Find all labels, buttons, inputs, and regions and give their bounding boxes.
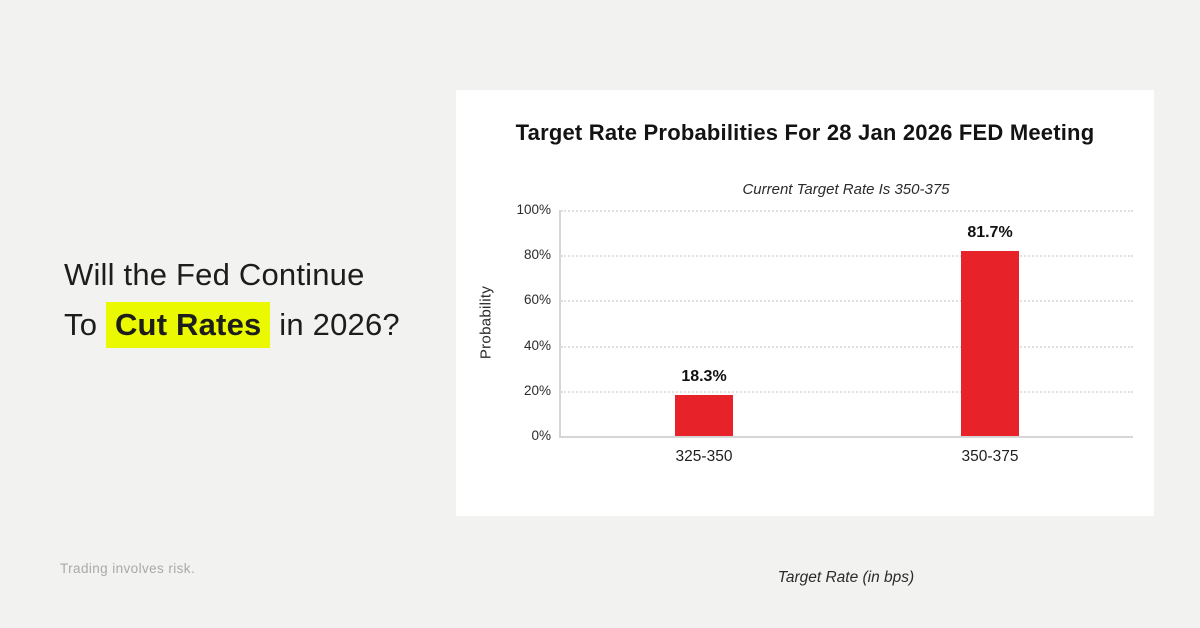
bar-slot-350-375: 81.7% 350-375 xyxy=(961,210,1019,465)
chart-title: Target Rate Probabilities For 28 Jan 202… xyxy=(515,120,1095,145)
y-tick-label: 0% xyxy=(531,428,551,444)
y-axis-label: Probability xyxy=(477,285,495,360)
gridline-60 xyxy=(561,300,1133,303)
headline: Will the Fed Continue To Cut Rates in 20… xyxy=(64,250,400,350)
plot-area: 0% 20% 40% 60% 80% 100% 18.3% 325-350 81.7% 350-3… xyxy=(516,202,1133,465)
x-axis-label: Target Rate (in bps) xyxy=(777,569,915,586)
gridline-20 xyxy=(561,390,1133,393)
bar-325-350 xyxy=(675,394,733,436)
gridline-100 xyxy=(561,210,1133,212)
gridline-80 xyxy=(561,255,1133,258)
gridline-40 xyxy=(561,345,1133,348)
y-tick-label: 80% xyxy=(523,247,551,263)
x-tick-label: 350-375 xyxy=(961,448,1019,465)
bar-slot-325-350: 18.3% 325-350 xyxy=(675,210,733,465)
x-tick-label: 325-350 xyxy=(675,448,733,465)
bar-350-375 xyxy=(961,251,1019,436)
y-tick-label: 20% xyxy=(523,382,551,398)
bar-value-label: 18.3% xyxy=(681,367,727,385)
disclaimer-text: Trading involves risk. xyxy=(60,561,196,576)
headline-line2-after: in 2026? xyxy=(270,307,400,342)
y-tick-label: 100% xyxy=(516,202,551,218)
y-tick-label: 40% xyxy=(523,337,551,353)
chart-card: Target Rate Probabilities For 28 Jan 202… xyxy=(456,90,1154,586)
y-tick-label: 60% xyxy=(523,292,551,308)
headline-line2: To Cut Rates in 2026? xyxy=(64,300,400,350)
headline-line1: Will the Fed Continue xyxy=(64,257,365,292)
headline-highlight: Cut Rates xyxy=(105,302,271,348)
bar-value-label: 81.7% xyxy=(967,224,1013,242)
headline-line2-before: To xyxy=(64,307,106,342)
chart-subtitle: Current Target Rate Is 350-375 xyxy=(742,181,950,198)
